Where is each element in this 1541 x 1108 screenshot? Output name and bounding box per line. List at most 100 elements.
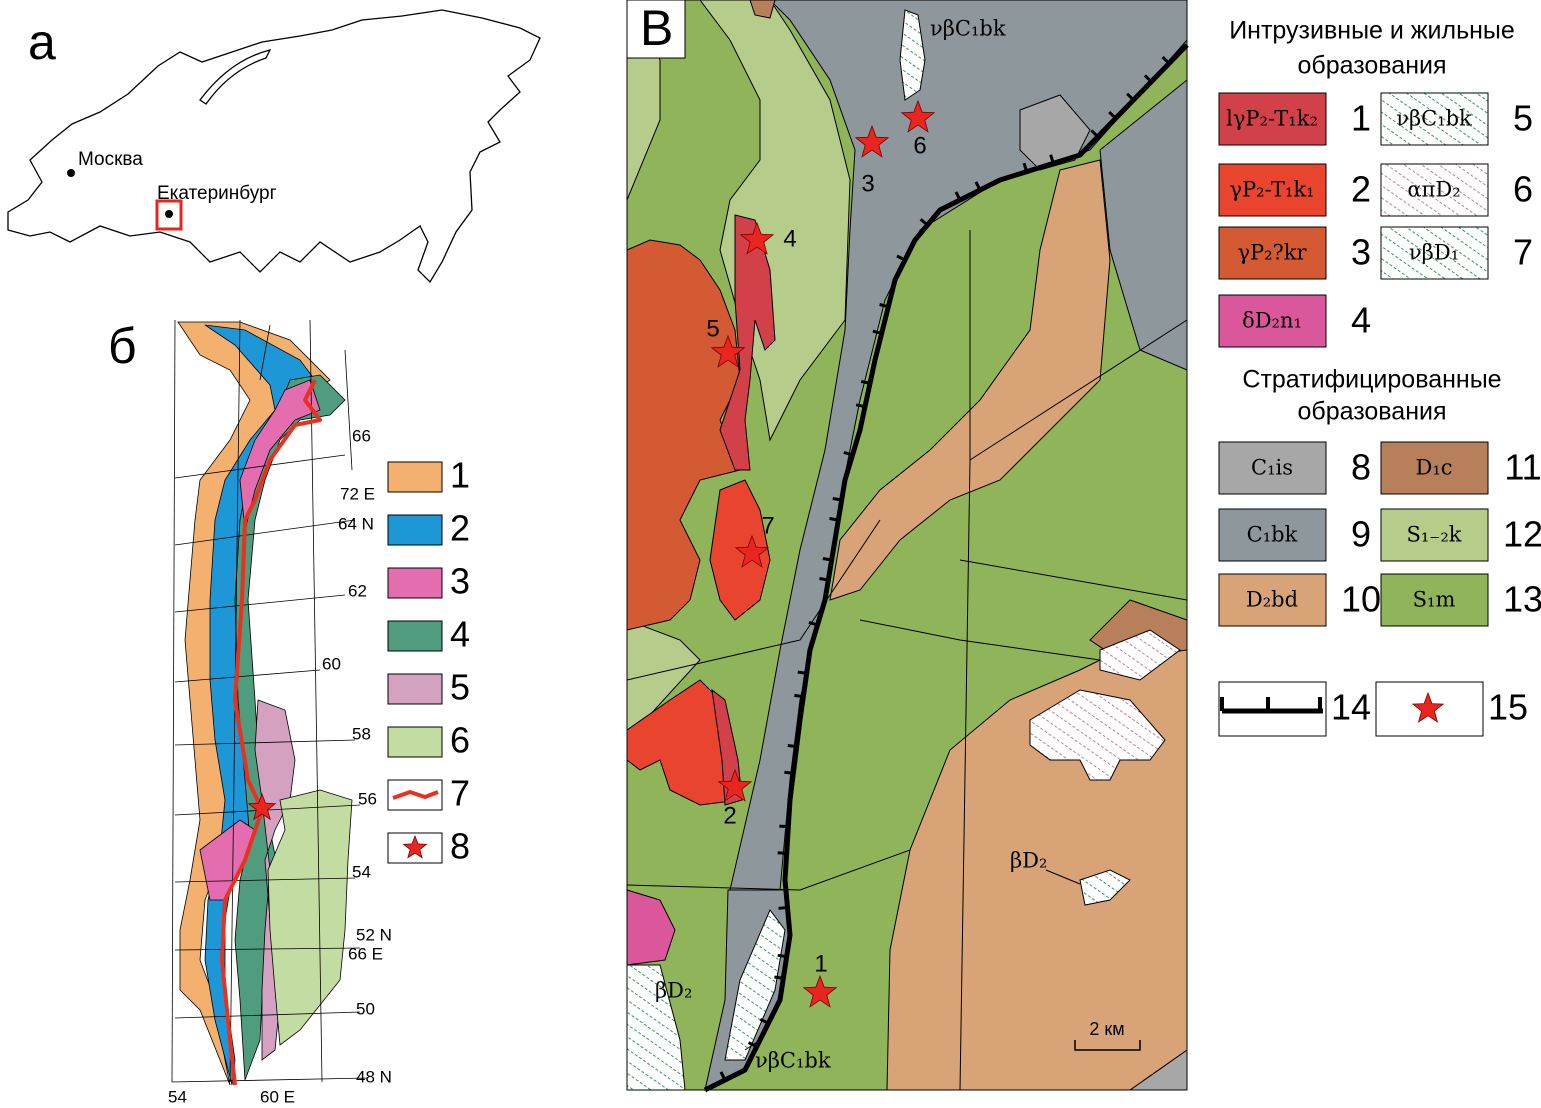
graticule-label: 64 N	[338, 514, 374, 533]
legend-number: 9	[1351, 514, 1371, 555]
legend-code: C₁bk	[1247, 523, 1298, 547]
panel-label: В	[640, 0, 673, 56]
fault-tick	[787, 744, 797, 749]
site-star	[900, 99, 936, 133]
zone-5	[254, 699, 296, 1061]
graticule-label: 54	[352, 862, 371, 881]
legend-code: απD₂	[1407, 178, 1460, 202]
unit-1	[719, 214, 776, 471]
graticule-label: 50	[356, 999, 375, 1018]
graticule-label: 48 N	[356, 1067, 392, 1086]
legend-swatch	[1218, 573, 1327, 627]
graticule	[344, 349, 353, 471]
unit-4	[626, 889, 676, 966]
legend-swatch	[1218, 441, 1327, 495]
graticule-label: 56	[358, 789, 377, 808]
legend-code: νβD₁	[1409, 241, 1459, 265]
graticule-label: 60 E	[260, 1087, 295, 1106]
legend-label: 8	[450, 826, 470, 867]
legend-number: 3	[1351, 232, 1371, 273]
legend-star	[1411, 691, 1445, 723]
legend-swatch	[1380, 508, 1489, 562]
map-label: νβC₁bk	[930, 17, 1006, 41]
site-star	[717, 768, 753, 802]
graticule	[174, 1011, 361, 1019]
legend-swatch	[387, 673, 443, 705]
graticule	[174, 947, 361, 951]
legend-code: D₂bd	[1246, 588, 1298, 612]
site-label: 1	[814, 950, 827, 977]
legend-heading: образования	[1297, 52, 1446, 80]
legend-swatch	[1380, 573, 1489, 627]
site-star	[854, 124, 890, 158]
legend-code: D₁c	[1415, 456, 1452, 480]
legend-label: 1	[450, 455, 470, 496]
unit-5	[899, 9, 926, 101]
legend-number: 12	[1503, 514, 1541, 555]
fault-tick	[974, 181, 982, 191]
graticule-label: 72 E	[340, 484, 375, 503]
unit-12	[626, 619, 701, 742]
legend-swatch	[1380, 226, 1489, 280]
unit-2	[626, 679, 741, 806]
site-label: 3	[861, 170, 874, 197]
fault-tick	[1049, 154, 1055, 164]
legend-number: 15	[1488, 687, 1528, 728]
unit-7	[1079, 869, 1131, 906]
location-box	[155, 199, 183, 231]
unit-5	[724, 909, 786, 1061]
legend-label: 7	[450, 773, 470, 814]
legend-code: νβC₁bk	[1396, 107, 1472, 131]
unit-7	[626, 964, 686, 1091]
site-label: 5	[706, 315, 719, 342]
fault-tick	[797, 670, 807, 675]
map-label: νβC₁bk	[755, 1049, 831, 1073]
site-star	[802, 974, 838, 1008]
fault-tick	[829, 517, 839, 522]
graticule	[171, 319, 176, 1083]
legend-swatch	[1380, 163, 1489, 217]
fault-tick	[832, 497, 842, 502]
city-dot	[67, 169, 75, 177]
legend-code: δD₂n₁	[1242, 309, 1302, 333]
unit-9	[1099, 78, 1188, 371]
fault-tick	[1126, 92, 1135, 102]
fault-tick	[759, 1017, 770, 1025]
fault-tick	[808, 620, 818, 627]
legend-heading: образования	[1297, 398, 1446, 426]
fault-tick	[843, 450, 853, 457]
legend-label: 2	[450, 508, 470, 549]
fault-tick	[954, 191, 962, 201]
site-star	[734, 534, 770, 568]
fault-tick	[1108, 110, 1117, 120]
legend-code: S₁m	[1413, 588, 1456, 612]
boundary	[626, 519, 881, 681]
legend-swatch	[387, 461, 443, 493]
graticule-label: 58	[352, 724, 371, 743]
graticule-label: 66 E	[348, 944, 383, 963]
panel-label: а	[28, 14, 56, 70]
unit-6	[1099, 629, 1181, 681]
panel-a: а Москва Екатеринбург	[7, 9, 541, 284]
legend-label: 4	[450, 614, 470, 655]
legend-swatch	[1218, 508, 1327, 562]
legend-heading: Интрузивные и жильные	[1229, 17, 1515, 45]
fault-tick	[777, 851, 787, 855]
fault-tick	[860, 379, 871, 385]
fault-tick	[1022, 162, 1029, 173]
graticule-label: 54	[168, 1087, 187, 1106]
graticule	[174, 454, 346, 479]
legend-swatch	[1218, 226, 1327, 280]
graticule-label: 62	[348, 581, 367, 600]
legend-swatch	[1218, 92, 1327, 146]
graticule	[259, 324, 271, 381]
legend-number: 6	[1513, 169, 1533, 210]
unit-11	[749, 0, 776, 19]
fault-tick	[719, 1071, 727, 1081]
fault-tick	[819, 577, 829, 582]
legend-swatch	[1380, 92, 1489, 146]
legend-swatch	[387, 514, 443, 546]
legend-code: lγP₂-T₁k₂	[1226, 107, 1318, 131]
graticule	[309, 319, 323, 1083]
